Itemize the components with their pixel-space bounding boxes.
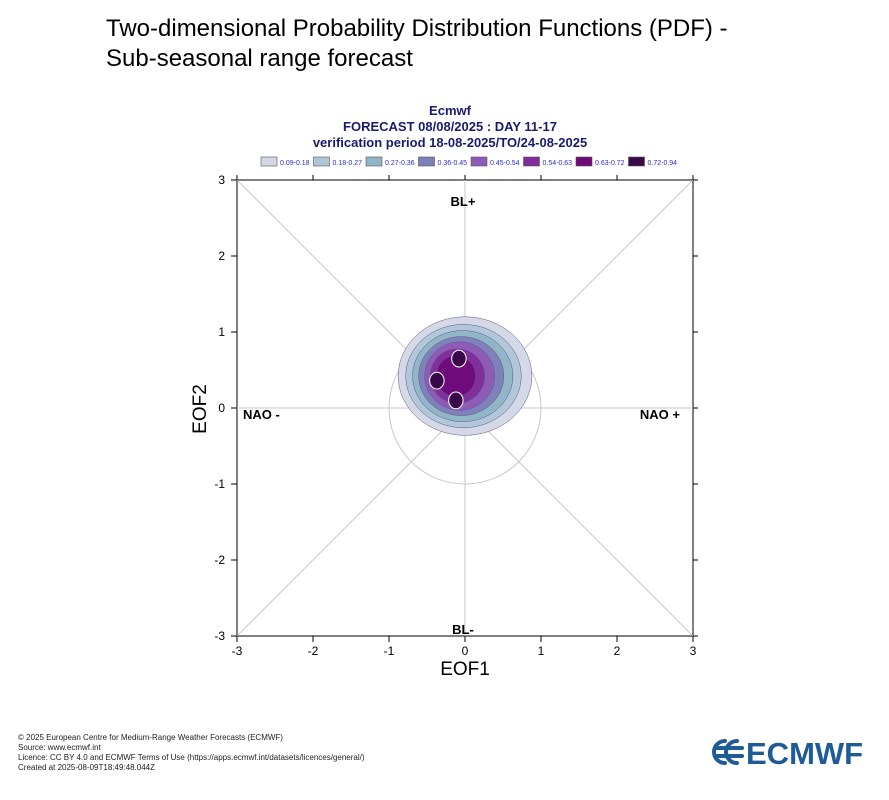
x-tick-label: 3	[690, 644, 697, 658]
ecmwf-logo-mark	[712, 739, 744, 765]
legend-swatch	[260, 156, 278, 167]
legend-label: 0.45-0.54	[490, 160, 520, 167]
legend-label: 0.36-0.45	[438, 160, 468, 167]
page-title-line1: Two-dimensional Probability Distribution…	[106, 15, 728, 42]
legend-swatch	[365, 156, 383, 167]
legend-swatch	[470, 156, 488, 167]
density-peak	[429, 371, 445, 390]
footer-copyright: © 2025 European Centre for Medium-Range …	[18, 733, 283, 742]
y-axis-label: EOF2	[190, 384, 211, 434]
y-tick-label: -1	[214, 477, 225, 491]
x-tick-label: 0	[462, 644, 469, 658]
legend-label: 0.72-0.94	[648, 160, 678, 167]
ecmwf-logo: ECMWF	[712, 736, 863, 769]
chart-header-line3: verification period 18-08-2025/TO/24-08-…	[313, 135, 587, 150]
legend-label: 0.63-0.72	[595, 160, 625, 167]
density-peak	[448, 391, 464, 410]
regime-label-left: NAO -	[243, 407, 280, 422]
chart-header-line1: Ecmwf	[429, 103, 472, 118]
legend-label: 0.09-0.18	[280, 160, 310, 167]
regime-label-bottom: BL-	[452, 622, 474, 637]
legend-label: 0.27-0.36	[385, 160, 415, 167]
x-tick-label: -3	[232, 644, 243, 658]
page-title: Two-dimensional Probability Distribution…	[106, 14, 806, 74]
legend: 0.09-0.18 0.18-0.27 0.27-0.36 0.36-0.45 0.45…	[260, 156, 678, 167]
legend-label: 0.18-0.27	[333, 160, 363, 167]
y-tick-label: -3	[214, 629, 225, 643]
footer-source: Source: www.ecmwf.int	[18, 743, 101, 752]
footer-created: Created at 2025-08-09T18:49:48.044Z	[18, 763, 155, 772]
y-tick-label: 0	[218, 401, 225, 415]
ecmwf-logo-text: ECMWF	[746, 736, 863, 769]
x-tick-label: -2	[308, 644, 319, 658]
y-tick-label: 2	[218, 249, 225, 263]
chart-header-line2: FORECAST 08/08/2025 : DAY 11-17	[343, 119, 557, 134]
density-peak	[451, 349, 467, 368]
legend-swatch	[313, 156, 330, 167]
footer: © 2025 European Centre for Medium-Range …	[18, 733, 365, 773]
legend-swatch	[418, 156, 435, 167]
x-axis-label: EOF1	[440, 659, 490, 680]
legend-swatch	[523, 156, 540, 167]
regime-label-top: BL+	[451, 194, 476, 209]
legend-swatch	[628, 156, 645, 167]
axes: -3 -2 -1 0 1 2 3 -3 -2 -1 0 1 2 3	[214, 173, 698, 658]
page-title-line2: Sub-seasonal range forecast	[106, 45, 413, 72]
x-tick-label: -1	[384, 644, 395, 658]
legend-label: 0.54-0.63	[543, 160, 573, 167]
footer-licence: Licence: CC BY 4.0 and ECMWF Terms of Us…	[18, 753, 365, 762]
y-tick-label: 3	[218, 173, 225, 187]
regime-label-right: NAO +	[640, 407, 681, 422]
legend-swatch	[575, 156, 593, 167]
y-tick-label: -2	[214, 553, 225, 567]
pdf-chart: Ecmwf FORECAST 08/08/2025 : DAY 11-17 ve…	[190, 103, 698, 680]
y-tick-label: 1	[218, 325, 225, 339]
density-contours	[397, 316, 533, 436]
x-tick-label: 2	[614, 644, 621, 658]
x-tick-label: 1	[538, 644, 545, 658]
